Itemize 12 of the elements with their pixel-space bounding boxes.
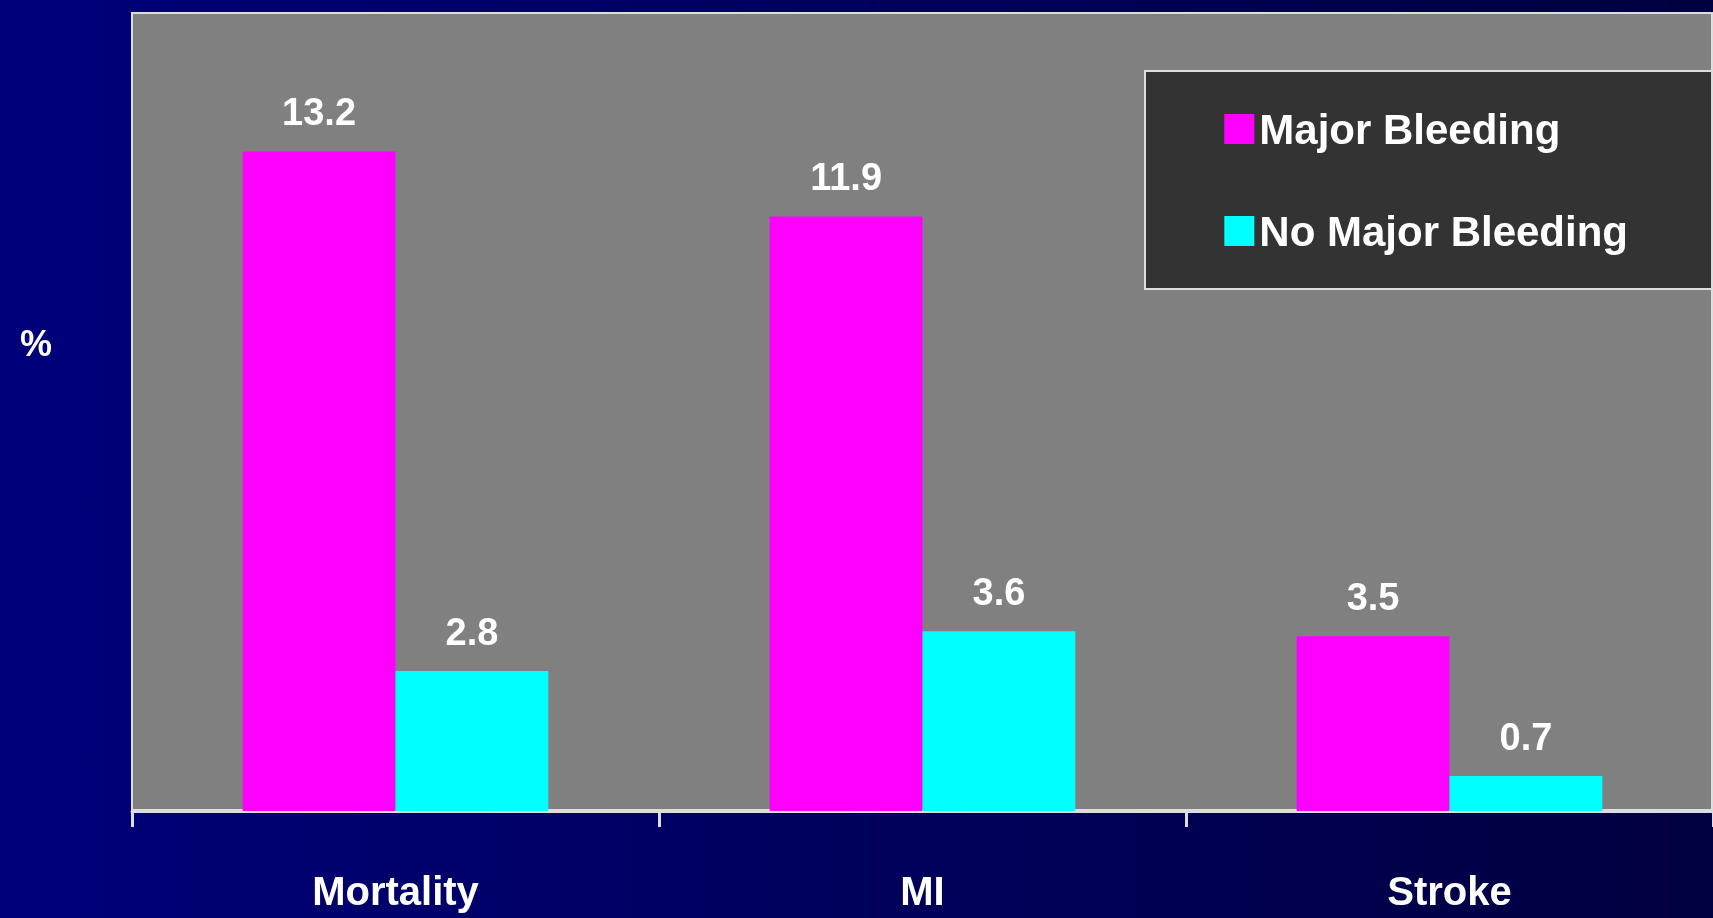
legend-label: No Major Bleeding [1259, 207, 1629, 255]
data-label: 0.7 [1499, 716, 1553, 759]
legend-label: Major Bleeding [1259, 105, 1561, 153]
data-label: 11.9 [810, 156, 883, 199]
x-tick-label: Mortality [312, 869, 480, 913]
data-label: 3.6 [972, 571, 1026, 614]
data-label: 3.5 [1346, 576, 1400, 619]
data-label: 13.2 [282, 91, 357, 134]
data-label: 2.8 [445, 611, 499, 654]
x-tick-label: Stroke [1387, 869, 1512, 913]
y-axis-title: % [20, 322, 53, 364]
x-tick-label: MI [900, 869, 945, 913]
